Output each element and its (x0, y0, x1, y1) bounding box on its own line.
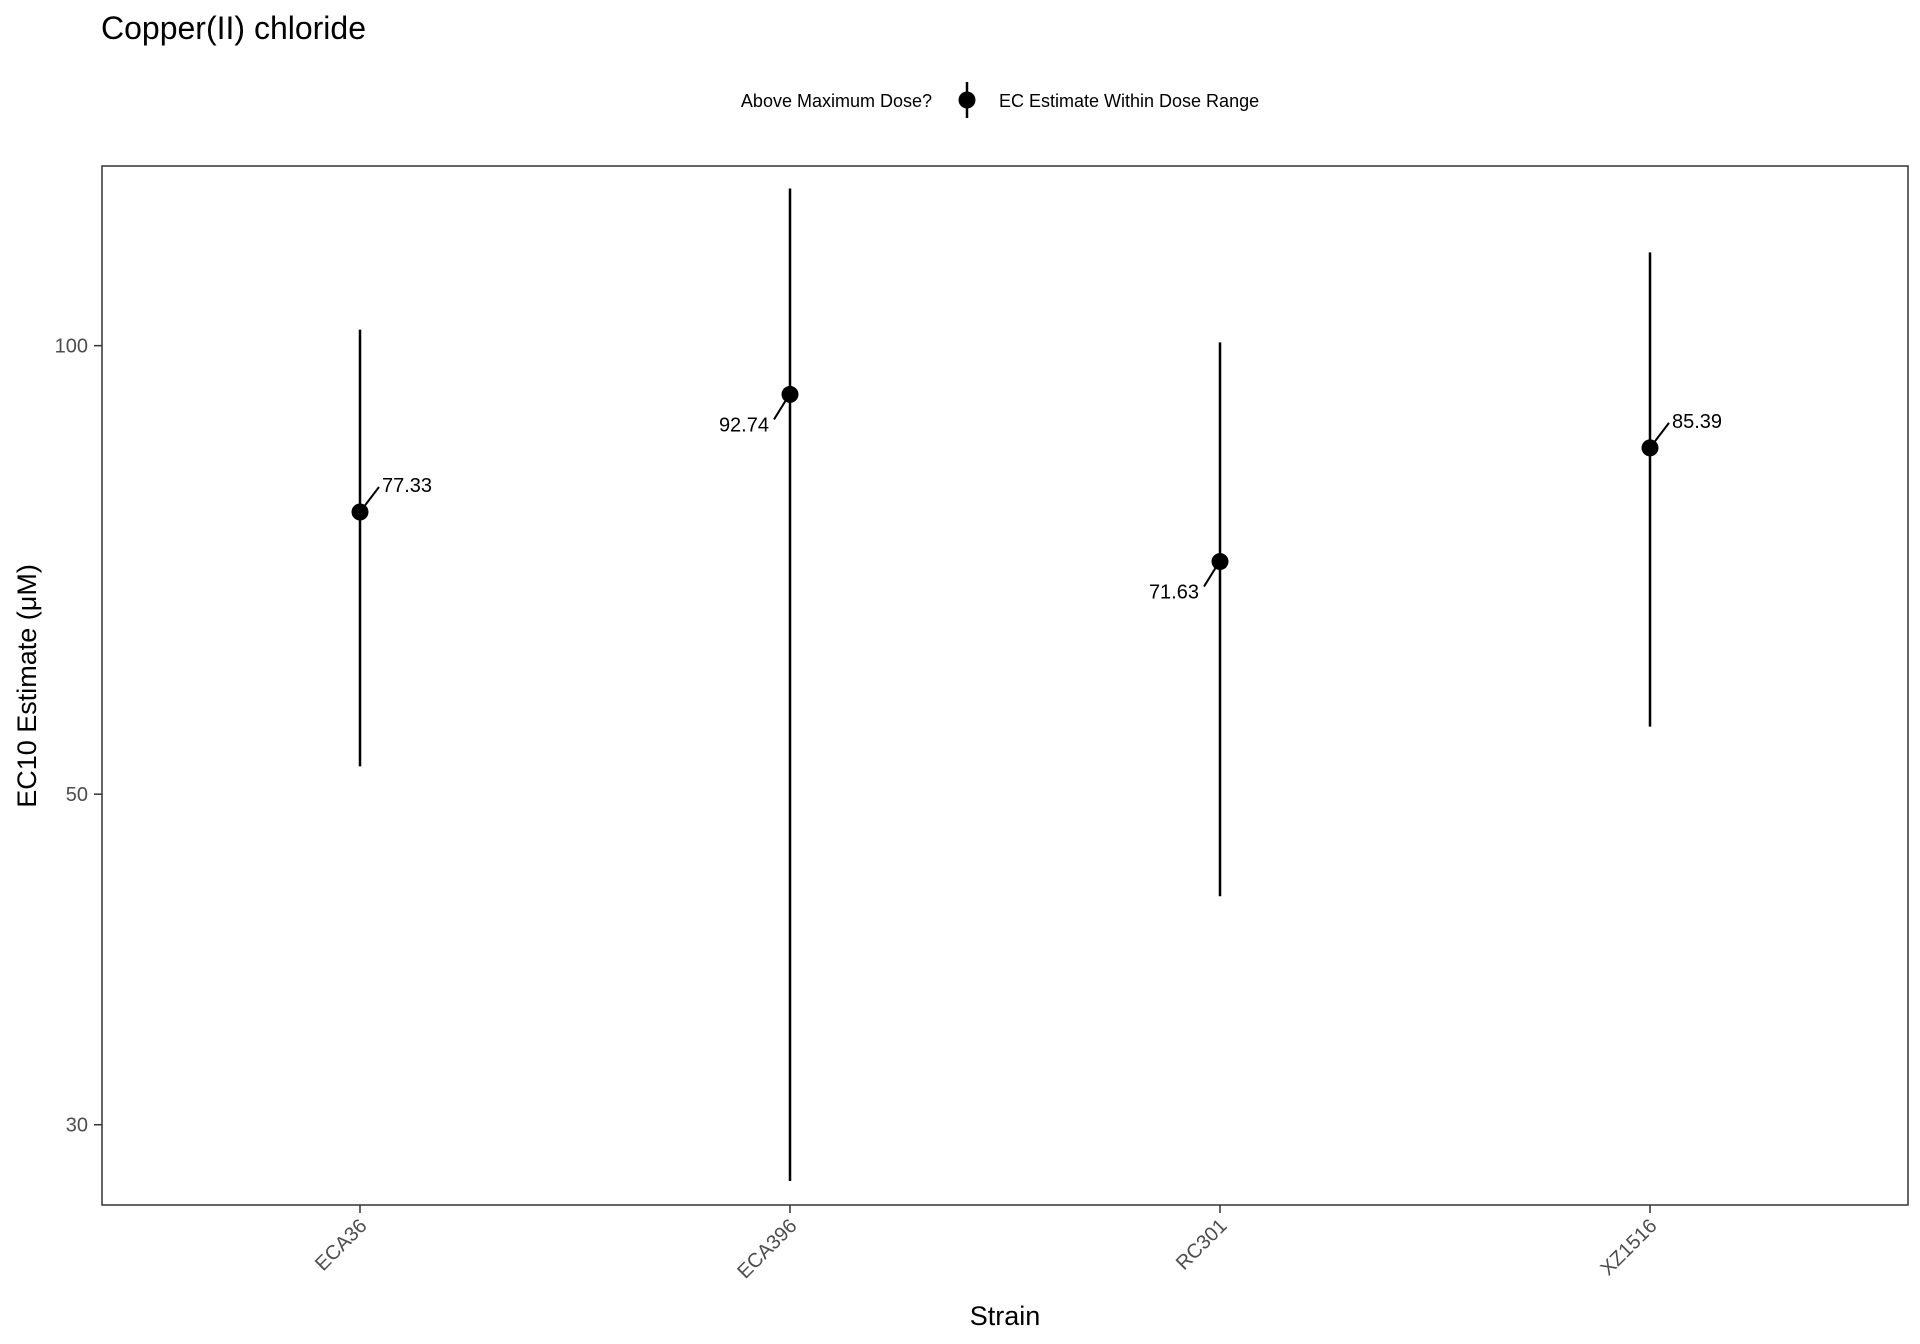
data-point (781, 385, 799, 403)
x-tick-label: ECA36 (311, 1215, 371, 1275)
y-axis-title: EC10 Estimate (μM) (12, 564, 42, 808)
data-point (1211, 553, 1229, 571)
data-label-leader (362, 486, 380, 509)
x-tick-label: XZ1516 (1596, 1215, 1661, 1280)
chart-title: Copper(II) chloride (101, 10, 366, 46)
data-label-leader (773, 397, 788, 420)
data-label: 85.39 (1672, 411, 1722, 433)
legend: Above Maximum Dose? EC Estimate Within D… (741, 82, 1259, 118)
x-tick-label: ECA396 (733, 1215, 801, 1283)
plot-panel (101, 165, 1909, 1206)
data-point (1641, 439, 1659, 457)
legend-entry-label: EC Estimate Within Dose Range (999, 91, 1259, 111)
x-axis: ECA36 ECA396 RC301 XZ1516 (311, 1205, 1662, 1283)
y-tick-label: 50 (66, 784, 88, 806)
data-marks: 77.33 92.74 71.63 85.39 (351, 188, 1722, 1182)
y-tick-label: 100 (55, 336, 88, 358)
legend-key-point (958, 91, 976, 109)
data-label: 71.63 (1149, 582, 1199, 604)
data-label-leader (1652, 422, 1670, 445)
data-label-leader (1203, 565, 1218, 588)
data-label: 77.33 (382, 475, 432, 497)
data-label: 92.74 (719, 414, 769, 436)
x-axis-title: Strain (970, 1301, 1041, 1331)
y-axis: 30 50 100 (55, 336, 102, 1137)
x-tick-label: RC301 (1172, 1215, 1232, 1275)
y-tick-label: 30 (66, 1115, 88, 1137)
data-point (351, 503, 369, 521)
legend-title: Above Maximum Dose? (741, 91, 932, 111)
